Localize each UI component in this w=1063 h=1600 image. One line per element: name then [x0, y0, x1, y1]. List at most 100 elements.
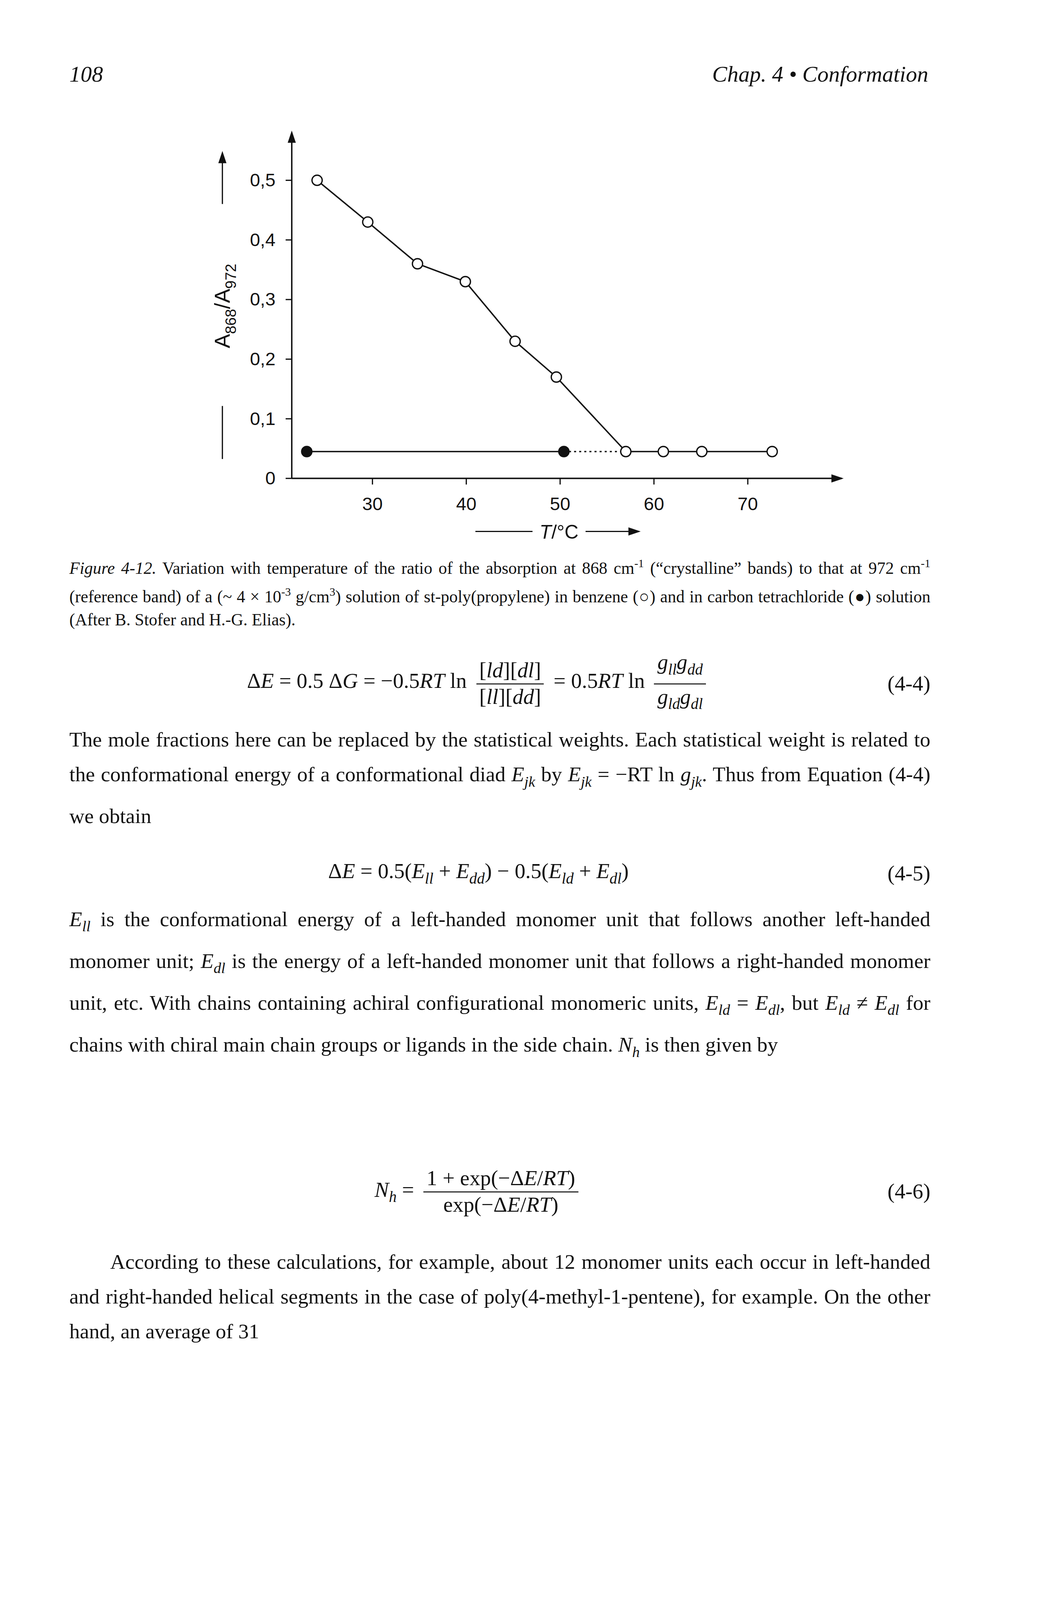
equation: ΔE = 0.5 ΔG = −0.5RT ln [ld][dl][ll][dd]…	[69, 652, 931, 715]
equation: Nh = 1 + exp(−ΔE/RT)exp(−ΔE/RT)(4-6)	[69, 1161, 931, 1223]
text-i: E	[507, 1191, 520, 1217]
fraction: [ld][dl][ll][dd]	[476, 657, 545, 710]
x-tick	[465, 478, 467, 485]
text-i: G	[342, 669, 359, 694]
text-part: /°C	[551, 521, 579, 544]
text-i: E	[411, 858, 425, 884]
text-sub: ll	[425, 870, 434, 887]
equation-body: ΔE = 0.5 ΔG = −0.5RT ln [ld][dl][ll][dd]…	[69, 650, 888, 717]
text-sub: h	[388, 1188, 397, 1205]
data-point	[312, 175, 323, 186]
text-sub: dd	[469, 870, 485, 887]
y-tick	[285, 298, 292, 301]
x-tick-label: 60	[643, 493, 665, 515]
text-i: E	[568, 762, 581, 786]
equation-number: (4-6)	[887, 1178, 931, 1205]
y-tick-label: 0,4	[250, 229, 276, 251]
text-i: N	[374, 1177, 390, 1202]
text-i: E	[755, 991, 769, 1015]
equation: ΔE = 0.5(Ell + Edd) − 0.5(Eld + Edl)(4-5…	[69, 842, 931, 904]
text-i: ll	[486, 684, 499, 709]
text-i: g	[680, 762, 692, 786]
equation-body: ΔE = 0.5(Ell + Edd) − 0.5(Eld + Edl)	[69, 858, 888, 888]
y-axis	[291, 132, 293, 479]
caption: Figure 4-12. Variation with temperature …	[69, 552, 931, 633]
y-tick-label: 0,1	[250, 408, 276, 429]
text-sub: ll	[82, 918, 91, 935]
text-i: dl	[517, 657, 535, 683]
data-point	[509, 336, 520, 347]
text-part: T	[539, 521, 553, 544]
x-label-rule	[585, 530, 635, 533]
y-axis-label: A868/A972	[210, 263, 240, 349]
text-sub: jk	[524, 773, 536, 790]
y-tick	[285, 358, 292, 360]
text-i: E	[705, 991, 719, 1015]
text-sub: jk	[691, 773, 703, 790]
series-line	[317, 180, 773, 452]
equation-number: (4-4)	[887, 670, 931, 697]
text-i: g	[657, 684, 669, 709]
denominator: gldgdl	[654, 684, 706, 717]
numerator: 1 + exp(−ΔE/RT)	[423, 1165, 579, 1192]
series-line	[306, 450, 564, 453]
text-i: RT	[419, 669, 445, 694]
y-label-arrow	[218, 150, 227, 163]
text-sup: 3	[329, 585, 336, 598]
text-i: E	[341, 858, 355, 884]
text-sub: jk	[580, 773, 592, 790]
y-tick	[285, 477, 292, 479]
x-tick	[371, 478, 374, 485]
y-tick	[285, 239, 292, 241]
x-axis-label: T/°C	[539, 521, 579, 544]
text-i: E	[825, 991, 838, 1015]
fraction: gllgddgldgdl	[654, 650, 706, 717]
text-sub: ld	[837, 1002, 850, 1019]
text-i: E	[69, 907, 83, 931]
text-i: RT	[526, 1191, 552, 1217]
text-sub: dd	[687, 661, 703, 678]
data-point	[551, 371, 562, 383]
text-part: A	[210, 334, 235, 349]
paragraph: The mole fractions here can be replaced …	[69, 722, 931, 834]
data-point	[696, 446, 707, 457]
text-i: Figure 4-12.	[69, 558, 157, 579]
y-tick-label: 0,3	[250, 288, 276, 310]
text-i: E	[260, 669, 274, 694]
data-point	[558, 446, 569, 457]
y-axis-arrow	[287, 130, 296, 143]
data-point	[362, 216, 373, 227]
equation-body: Nh = 1 + exp(−ΔE/RT)exp(−ΔE/RT)	[69, 1165, 888, 1218]
numerator: [ld][dl]	[476, 657, 545, 685]
data-point	[412, 258, 423, 269]
running-head: Chap. 4 • Conformation	[712, 61, 929, 88]
text-sub: ld	[668, 695, 681, 712]
text-part: 868	[222, 309, 240, 335]
x-axis	[291, 477, 842, 480]
text-i: E	[548, 858, 562, 884]
text-sub: dl	[609, 870, 622, 887]
x-axis-arrow	[831, 474, 844, 483]
y-label-rule	[221, 405, 224, 460]
x-tick	[559, 478, 561, 485]
x-tick	[747, 478, 749, 485]
y-tick-label: 0,5	[250, 169, 276, 191]
text-i: E	[874, 991, 888, 1015]
y-tick	[285, 179, 292, 181]
text-i: E	[596, 858, 610, 884]
data-point	[658, 446, 669, 457]
x-label-arrow	[628, 527, 641, 536]
y-tick	[285, 418, 292, 420]
text-sup: -3	[281, 585, 292, 598]
text-i: dd	[512, 684, 535, 709]
paragraph: Ell is the conformational energy of a le…	[69, 901, 931, 1070]
text-sub: h	[632, 1043, 640, 1061]
plot-area	[301, 175, 778, 458]
text-i: RT	[597, 669, 623, 694]
data-point	[620, 446, 631, 457]
text-i: E	[200, 949, 214, 972]
data-point	[767, 446, 778, 457]
text-part: 972	[222, 263, 240, 289]
dotted-connector	[563, 450, 626, 452]
text-sup: -1	[634, 557, 645, 570]
